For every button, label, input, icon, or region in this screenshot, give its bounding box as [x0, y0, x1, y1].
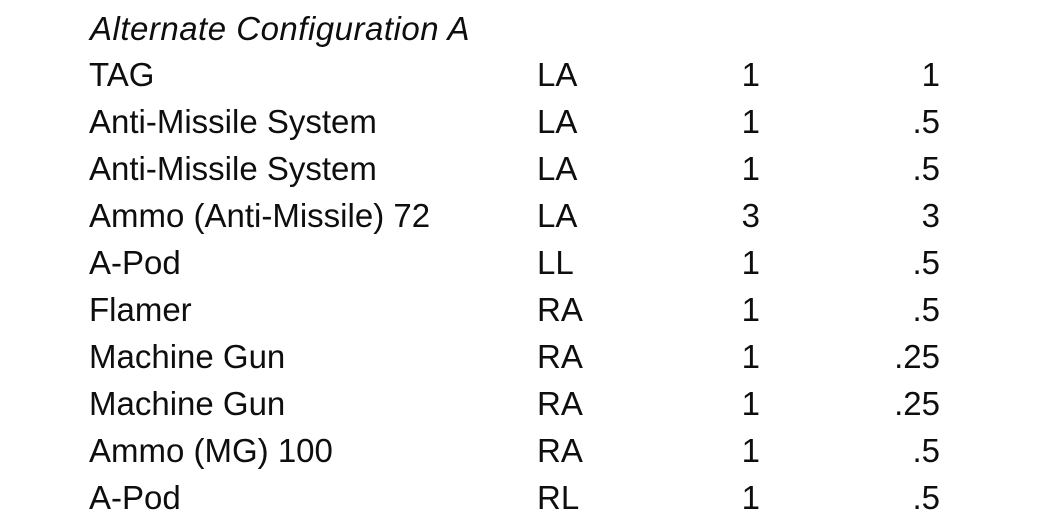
item-crits: 1	[700, 380, 760, 427]
item-name: Anti-Missile System	[89, 145, 377, 192]
item-tons: 1	[850, 51, 940, 98]
item-crits: 3	[700, 192, 760, 239]
item-location: RA	[537, 333, 583, 380]
table-row: A-Pod RL 1 .5	[0, 474, 1045, 521]
item-name: A-Pod	[89, 474, 181, 521]
item-name: Machine Gun	[89, 333, 285, 380]
page: Alternate Configuration A TAGLA11Anti-Mi…	[0, 0, 1045, 529]
item-crits: 1	[700, 51, 760, 98]
item-tons: .5	[850, 286, 940, 333]
table-row: Anti-Missile System LA 1 .5	[0, 145, 1045, 192]
table-row: TAG LA 1 1	[0, 51, 1045, 98]
table-row: Ammo (MG) 100 RA 1 .5	[0, 427, 1045, 474]
item-tons: .5	[850, 145, 940, 192]
item-crits: 1	[700, 474, 760, 521]
item-tons: .5	[850, 239, 940, 286]
item-name: TAG	[89, 51, 154, 98]
table-row: Flamer RA 1 .5	[0, 286, 1045, 333]
item-crits: 1	[700, 427, 760, 474]
table-row: Anti-Missile System LA 1 .5	[0, 98, 1045, 145]
item-location: LA	[537, 192, 577, 239]
item-location: LA	[537, 51, 577, 98]
item-location: RA	[537, 286, 583, 333]
item-tons: .5	[850, 98, 940, 145]
equipment-table: TAGLA11Anti-Missile SystemLA1.5Anti-Miss…	[0, 51, 1045, 521]
item-name: Flamer	[89, 286, 192, 333]
item-location: RA	[537, 427, 583, 474]
item-tons: .5	[850, 474, 940, 521]
item-location: LA	[537, 98, 577, 145]
table-row: A-Pod LL 1 .5	[0, 239, 1045, 286]
item-location: RA	[537, 380, 583, 427]
item-location: RL	[537, 474, 579, 521]
config-heading: Alternate Configuration A	[90, 12, 1045, 45]
item-name: Anti-Missile System	[89, 98, 377, 145]
item-location: LA	[537, 145, 577, 192]
table-row: Machine Gun RA 1 .25	[0, 380, 1045, 427]
item-name: Ammo (MG) 100	[89, 427, 333, 474]
item-crits: 1	[700, 98, 760, 145]
item-crits: 1	[700, 333, 760, 380]
item-crits: 1	[700, 286, 760, 333]
table-row: Machine Gun RA 1 .25	[0, 333, 1045, 380]
item-tons: .25	[850, 333, 940, 380]
item-tons: 3	[850, 192, 940, 239]
item-tons: .25	[850, 380, 940, 427]
item-name: Machine Gun	[89, 380, 285, 427]
item-location: LL	[537, 239, 574, 286]
item-crits: 1	[700, 145, 760, 192]
item-tons: .5	[850, 427, 940, 474]
item-name: Ammo (Anti-Missile) 72	[89, 192, 430, 239]
item-crits: 1	[700, 239, 760, 286]
item-name: A-Pod	[89, 239, 181, 286]
table-row: Ammo (Anti-Missile) 72 LA 3 3	[0, 192, 1045, 239]
